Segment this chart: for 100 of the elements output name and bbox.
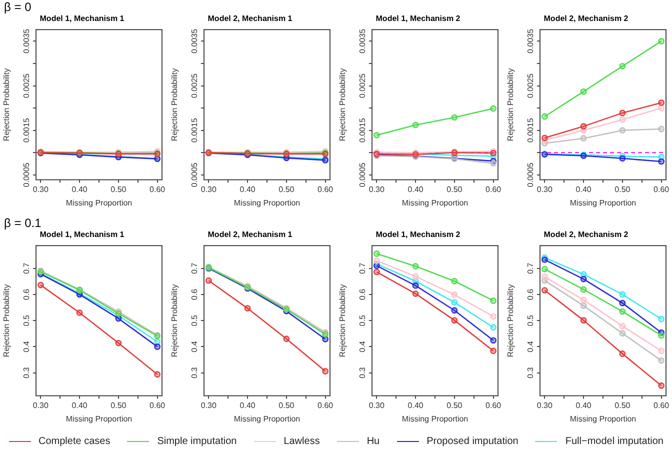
y-tick-label: 0.0035 <box>22 28 32 54</box>
y-tick-label: 0.3 <box>526 366 536 378</box>
x-tick-label: 0.60 <box>150 184 166 194</box>
x-tick-label: 0.30 <box>200 400 217 410</box>
y-tick-label: 0.5 <box>22 314 32 326</box>
y-tick-label: 0.0005 <box>190 162 200 188</box>
x-tick-label: 0.40 <box>240 184 256 194</box>
x-axis-title: Missing Proportion <box>402 414 468 424</box>
y-tick-label: 0.0035 <box>190 28 200 54</box>
text: β = 0 <box>4 0 32 14</box>
x-axis-title: Missing Proportion <box>66 198 132 208</box>
y-tick-label: 0.4 <box>22 340 32 352</box>
y-tick-label: 0.6 <box>22 288 32 300</box>
x-axis-title: Missing Proportion <box>570 414 636 424</box>
x-tick-label: 0.60 <box>318 184 334 194</box>
y-tick-label: 0.0005 <box>526 162 536 188</box>
y-tick-label: 0.6 <box>358 288 368 300</box>
y-tick-label: 0.0025 <box>190 72 200 98</box>
y-tick-label: 0.0035 <box>526 28 536 54</box>
x-tick-label: 0.40 <box>576 400 592 410</box>
y-tick-label: 0.3 <box>358 366 368 378</box>
x-axis-title: Missing Proportion <box>234 414 300 424</box>
y-tick-label: 0.0025 <box>22 72 32 98</box>
y-tick-label: 0.0025 <box>358 72 368 98</box>
x-tick-label: 0.40 <box>576 184 592 194</box>
y-tick-label: 0.5 <box>526 314 536 326</box>
x-tick-label: 0.30 <box>536 184 553 194</box>
x-tick-label: 0.40 <box>240 400 256 410</box>
x-tick-label: 0.40 <box>408 184 424 194</box>
chart-title: Model 2, Mechanism 1 <box>208 14 293 24</box>
legend-label: Lawless <box>284 436 320 447</box>
x-tick-label: 0.50 <box>110 184 127 194</box>
chart-title: Model 2, Mechanism 2 <box>544 230 629 240</box>
y-axis-title: Rejection Probability <box>2 68 12 142</box>
y-tick-label: 0.0015 <box>526 118 536 143</box>
y-tick-label: 0.0015 <box>190 118 200 143</box>
x-tick-label: 0.40 <box>408 400 424 410</box>
text: β = 0.1 <box>4 216 42 230</box>
x-tick-label: 0.50 <box>614 400 631 410</box>
x-tick-label: 0.30 <box>32 184 49 194</box>
x-tick-label: 0.50 <box>278 184 295 194</box>
x-tick-label: 0.30 <box>32 400 49 410</box>
y-tick-label: 0.4 <box>358 340 368 352</box>
y-tick-label: 0.4 <box>526 340 536 352</box>
y-axis-title: Rejection Probability <box>506 284 516 358</box>
y-tick-label: 0.3 <box>22 366 32 378</box>
y-axis-title: Rejection Probability <box>338 284 348 358</box>
x-tick-label: 0.60 <box>150 400 166 410</box>
y-tick-label: 0.0025 <box>526 72 536 98</box>
legend-label: Proposed imputation <box>426 436 518 447</box>
x-tick-label: 0.30 <box>368 184 385 194</box>
y-tick-label: 0.0015 <box>358 118 368 143</box>
y-tick-label: 0.3 <box>190 366 200 378</box>
chart-title: Model 1, Mechanism 2 <box>376 14 461 24</box>
x-tick-label: 0.60 <box>654 400 670 410</box>
y-tick-label: 0.4 <box>190 340 200 352</box>
x-tick-label: 0.60 <box>318 400 334 410</box>
x-tick-label: 0.30 <box>368 400 385 410</box>
x-axis-title: Missing Proportion <box>234 198 300 208</box>
legend-label: Full−model imputation <box>565 436 664 447</box>
legend-label: Complete cases <box>38 436 110 447</box>
y-axis-title: Rejection Probability <box>2 284 12 358</box>
x-axis-title: Missing Proportion <box>66 414 132 424</box>
x-tick-label: 0.40 <box>72 184 88 194</box>
x-axis-title: Missing Proportion <box>402 198 468 208</box>
chart-title: Model 1, Mechanism 1 <box>40 14 125 24</box>
x-tick-label: 0.40 <box>72 400 88 410</box>
legend-label: Simple imputation <box>157 436 237 447</box>
y-tick-label: 0.5 <box>190 314 200 326</box>
x-tick-label: 0.60 <box>486 184 502 194</box>
y-tick-label: 0.0015 <box>22 118 32 143</box>
y-tick-label: 0.0005 <box>358 162 368 188</box>
x-tick-label: 0.50 <box>446 184 463 194</box>
y-tick-label: 0.5 <box>358 314 368 326</box>
chart-title: Model 2, Mechanism 2 <box>544 14 629 24</box>
x-tick-label: 0.50 <box>614 184 631 194</box>
x-tick-label: 0.50 <box>278 400 295 410</box>
chart-title: Model 2, Mechanism 1 <box>208 230 293 240</box>
y-tick-label: 0.7 <box>190 262 200 274</box>
x-tick-label: 0.50 <box>446 400 463 410</box>
chart-title: Model 1, Mechanism 2 <box>376 230 461 240</box>
legend-label: Hu <box>366 436 380 447</box>
y-axis-title: Rejection Probability <box>170 68 180 142</box>
y-tick-label: 0.7 <box>526 262 536 274</box>
x-tick-label: 0.30 <box>536 400 553 410</box>
x-tick-label: 0.30 <box>200 184 217 194</box>
y-axis-title: Rejection Probability <box>506 68 516 142</box>
x-tick-label: 0.60 <box>654 184 670 194</box>
y-tick-label: 0.0005 <box>22 162 32 188</box>
x-axis-title: Missing Proportion <box>570 198 636 208</box>
y-tick-label: 0.7 <box>358 262 368 274</box>
y-tick-label: 0.0035 <box>358 28 368 54</box>
chart-title: Model 1, Mechanism 1 <box>40 230 125 240</box>
y-axis-title: Rejection Probability <box>338 68 348 142</box>
y-tick-label: 0.6 <box>190 288 200 300</box>
y-axis-title: Rejection Probability <box>170 284 180 358</box>
y-tick-label: 0.7 <box>22 262 32 274</box>
x-tick-label: 0.60 <box>486 400 502 410</box>
x-tick-label: 0.50 <box>110 400 127 410</box>
y-tick-label: 0.6 <box>526 288 536 300</box>
